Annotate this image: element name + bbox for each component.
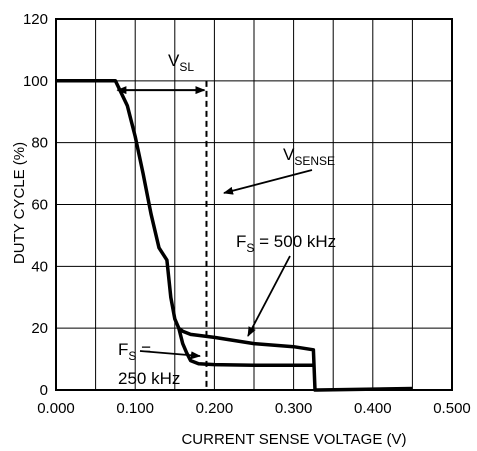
series-lines [56, 79, 413, 392]
vsl-annotation: VSL [116, 51, 206, 95]
x-tick-label: 0.000 [37, 400, 75, 417]
fs250-label-sub: S [128, 349, 136, 363]
vsl-label-main: V [168, 51, 180, 70]
x-tick-label: 0.500 [433, 400, 471, 417]
fs500-label-rest: = 500 kHz [254, 232, 336, 251]
plot-frame [55, 18, 453, 391]
x-tick-labels: 0.000 0.100 0.200 0.300 0.400 0.500 [37, 400, 471, 417]
fs250-label: FS = [118, 340, 151, 363]
fs500-pointer-arrow [247, 255, 291, 337]
vsense-annotation: VSENSE [205, 80, 335, 390]
fs500-annotation: FS = 500 kHz [236, 232, 336, 337]
y-tick-label: 100 [23, 73, 48, 90]
vsense-label-main: V [283, 145, 295, 164]
x-tick-label: 0.100 [116, 400, 154, 417]
y-tick-label: 40 [31, 258, 48, 275]
y-tick-label: 0 [40, 382, 48, 399]
fs500-label: FS = 500 kHz [236, 232, 336, 255]
vsl-label: VSL [168, 51, 194, 74]
vsense-label: VSENSE [283, 145, 335, 168]
fs250-label-rest: = [136, 340, 151, 359]
fs500-label-main: F [236, 232, 246, 251]
vsense-label-sub: SENSE [294, 154, 335, 168]
y-tick-labels: 0 20 40 60 80 100 120 [23, 11, 48, 399]
fs500-label-sub: S [246, 241, 254, 255]
y-tick-label: 80 [31, 135, 48, 152]
series-line-2 [177, 327, 314, 368]
fs250-label-main: F [118, 340, 128, 359]
y-axis-title: DUTY CYCLE (%) [11, 142, 28, 264]
fs250-pointer-arrow [139, 350, 201, 360]
y-tick-label: 20 [31, 320, 48, 337]
vsl-label-sub: SL [179, 60, 194, 74]
series-line-1 [56, 79, 413, 392]
vsense-pointer-arrow [223, 169, 313, 195]
x-tick-label: 0.200 [196, 400, 234, 417]
x-tick-label: 0.400 [354, 400, 392, 417]
x-tick-label: 0.300 [275, 400, 313, 417]
y-tick-label: 60 [31, 197, 48, 214]
fs250-annotation: FS = 250 kHz [118, 340, 201, 388]
x-axis-title: CURRENT SENSE VOLTAGE (V) [181, 431, 406, 448]
y-tick-label: 120 [23, 11, 48, 28]
grid [56, 19, 452, 390]
fs250-label-line2: 250 kHz [118, 369, 180, 388]
